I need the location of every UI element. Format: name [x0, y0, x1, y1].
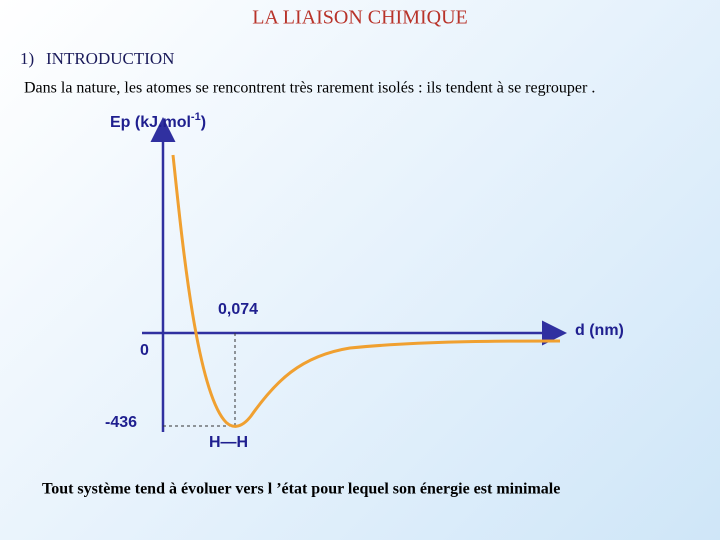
section-title: INTRODUCTION [46, 49, 174, 68]
bond-length-label: 0,074 [218, 301, 258, 318]
molecule-label: H—H [209, 434, 248, 451]
x-axis-label: d (nm) [575, 322, 624, 339]
zero-label: 0 [140, 342, 149, 359]
section-number: 1) [20, 49, 34, 68]
intro-text: Dans la nature, les atomes se rencontren… [24, 80, 595, 97]
min-energy-label: -436 [105, 414, 137, 431]
conclusion-text: Tout système tend à évoluer vers l ’état… [42, 481, 560, 498]
title: LA LIAISON CHIMIQUE [252, 7, 468, 29]
y-axis-label: Ep (kJ.mol-1) [110, 111, 206, 131]
energy-curve [171, 154, 561, 428]
